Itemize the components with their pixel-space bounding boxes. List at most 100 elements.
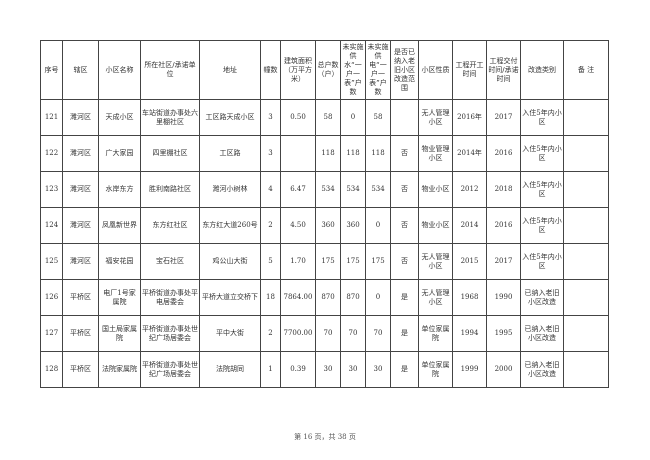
table-cell: 濉河区 <box>62 99 99 136</box>
column-header: 幢数 <box>260 40 281 100</box>
table-cell: 2012 <box>452 171 487 208</box>
table-cell <box>563 171 609 208</box>
table-cell: 入住5年内小区 <box>520 207 564 244</box>
table-row: 121 濉河区 天成小区 车站街道办事处六里棚社区 工区路天成小区 3 0.50 58 0 58 无… <box>40 99 609 136</box>
table-cell: 118 <box>340 135 366 172</box>
table-cell: 0.50 <box>280 99 316 136</box>
table-cell: 宝石社区 <box>140 243 200 280</box>
table-cell: 2000 <box>486 351 521 388</box>
table-cell: 国土局家属院 <box>98 315 141 352</box>
table-cell: 2 <box>260 207 281 244</box>
table-cell: 175 <box>315 243 341 280</box>
table-cell: 2014 <box>452 207 487 244</box>
table-cell: 2017 <box>486 243 521 280</box>
table-cell: 平桥街道办事处世纪广场居委会 <box>140 315 200 352</box>
column-header: 工程交付时间/承诺时间 <box>486 40 521 100</box>
table-cell: 0 <box>365 279 391 316</box>
table-cell: 870 <box>315 279 341 316</box>
table-cell: 5 <box>260 243 281 280</box>
column-header: 辖区 <box>62 40 99 100</box>
table-cell: 58 <box>365 99 391 136</box>
table-cell: 电厂1号家属院 <box>98 279 141 316</box>
table-cell: 入住5年内小区 <box>520 243 564 280</box>
table-cell: 118 <box>365 135 391 172</box>
table-cell: 濉河区 <box>62 207 99 244</box>
table-cell: 0 <box>340 99 366 136</box>
table-cell: 是 <box>390 279 419 316</box>
table-cell: 否 <box>390 171 419 208</box>
table-cell <box>390 99 419 136</box>
table-cell <box>563 315 609 352</box>
table-cell: 无人管理小区 <box>418 279 453 316</box>
table-cell: 70 <box>315 315 341 352</box>
table-cell: 58 <box>315 99 341 136</box>
table-cell <box>563 243 609 280</box>
table-cell: 122 <box>40 135 63 172</box>
column-header: 工程开工时间 <box>452 40 487 100</box>
table-cell: 广大家园 <box>98 135 141 172</box>
table-cell: 4.50 <box>280 207 316 244</box>
table-cell: 30 <box>315 351 341 388</box>
table-row: 128 平桥区 法院家属院 平桥街道办事处世纪广场居委会 法院胡同 1 0.39 30 30 30… <box>40 351 609 388</box>
table-cell: 70 <box>340 315 366 352</box>
table-cell: 濉河区 <box>62 171 99 208</box>
table-cell: 平桥大道立交桥下 <box>199 279 261 316</box>
table-cell: 2014年 <box>452 135 487 172</box>
table-cell: 凤凰新世界 <box>98 207 141 244</box>
column-header: 总户数（户） <box>315 40 341 100</box>
table-cell <box>563 351 609 388</box>
table-cell: 1994 <box>452 315 487 352</box>
table-cell: 121 <box>40 99 63 136</box>
table-cell: 534 <box>340 171 366 208</box>
table-cell <box>563 279 609 316</box>
table-cell: 4 <box>260 171 281 208</box>
table-cell: 118 <box>315 135 341 172</box>
header-row: 序号 辖区 小区名称 所在社区/承诺单位 地址 幢数 建筑面积（万平方米） 总户数（户） 未实施… <box>40 40 609 100</box>
table-cell: 2016 <box>486 135 521 172</box>
page-number: 第 16 页，共 38 页 <box>294 433 356 441</box>
table-cell: 无人管理小区 <box>418 99 453 136</box>
table-cell: 30 <box>340 351 366 388</box>
column-header: 是否已纳入老旧小区改造范围 <box>390 40 419 100</box>
table-cell: 360 <box>340 207 366 244</box>
table-cell: 870 <box>340 279 366 316</box>
table-cell: 平桥区 <box>62 315 99 352</box>
table-cell: 是 <box>390 351 419 388</box>
table-cell: 否 <box>390 243 419 280</box>
table-cell: 天成小区 <box>98 99 141 136</box>
table-cell: 濉河小树林 <box>199 171 261 208</box>
table-cell: 1990 <box>486 279 521 316</box>
table-cell: 1995 <box>486 315 521 352</box>
table-cell: 534 <box>315 171 341 208</box>
table-cell: 175 <box>365 243 391 280</box>
table-cell: 2016年 <box>452 99 487 136</box>
table-cell: 1.70 <box>280 243 316 280</box>
table-cell: 128 <box>40 351 63 388</box>
table-cell: 18 <box>260 279 281 316</box>
table-cell: 物业管理小区 <box>418 135 453 172</box>
table-cell <box>563 99 609 136</box>
table-cell: 单位家属院 <box>418 315 453 352</box>
table-cell: 125 <box>40 243 63 280</box>
column-header: 改造类别 <box>520 40 564 100</box>
table-cell: 入住5年内小区 <box>520 135 564 172</box>
table-cell: 四里棚社区 <box>140 135 200 172</box>
table-cell: 鸡公山大街 <box>199 243 261 280</box>
table-cell: 0 <box>365 207 391 244</box>
table-cell: 东方红大道260号 <box>199 207 261 244</box>
table-row: 123 濉河区 水岸东方 胜利南路社区 濉河小树林 4 6.47 534 534 534 否物业小区… <box>40 171 609 208</box>
table-cell: 7700.00 <box>280 315 316 352</box>
table-cell: 30 <box>365 351 391 388</box>
table-cell: 法院家属院 <box>98 351 141 388</box>
table-cell: 平桥区 <box>62 351 99 388</box>
table-cell: 70 <box>365 315 391 352</box>
table-cell: 工区路 <box>199 135 261 172</box>
table-cell: 否 <box>390 207 419 244</box>
table-cell: 534 <box>365 171 391 208</box>
table-cell: 水岸东方 <box>98 171 141 208</box>
table-row: 126 平桥区 电厂1号家属院 平桥街道办事处平电居委会 平桥大道立交桥下 18 7864.… <box>40 279 609 316</box>
table-cell: 1 <box>260 351 281 388</box>
table-cell: 6.47 <box>280 171 316 208</box>
column-header: 建筑面积（万平方米） <box>280 40 316 100</box>
table-cell: 已纳入老旧小区改造 <box>520 279 564 316</box>
